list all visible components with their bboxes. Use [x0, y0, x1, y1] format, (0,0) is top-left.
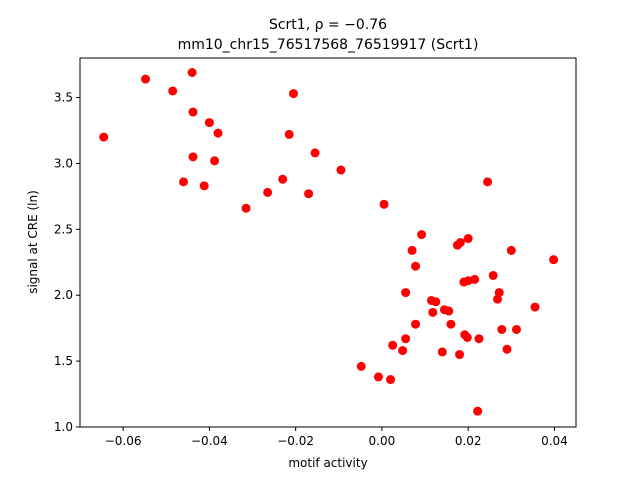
x-tick-label: −0.04	[191, 434, 228, 448]
x-axis-ticks: −0.06 −0.04 −0.02 0.00 0.02 0.04	[105, 427, 568, 448]
data-point-18	[336, 165, 346, 175]
plot-frame	[79, 57, 577, 428]
data-point-8	[204, 118, 214, 128]
data-point-29	[411, 319, 421, 329]
data-point-27	[407, 245, 417, 255]
data-point-26	[401, 288, 411, 298]
data-point-0	[99, 132, 109, 142]
data-point-1	[141, 74, 151, 84]
data-point-34	[437, 347, 447, 357]
data-point-52	[494, 288, 504, 298]
data-point-58	[549, 255, 559, 265]
data-point-6	[188, 152, 198, 162]
chart-title-line1: Scrt1, ρ = −0.76	[269, 17, 387, 33]
data-point-40	[455, 350, 465, 360]
data-point-43	[462, 332, 472, 342]
data-point-14	[284, 129, 294, 139]
data-point-3	[179, 177, 189, 187]
data-point-17	[310, 148, 320, 158]
data-point-53	[497, 324, 507, 334]
data-point-5	[188, 107, 198, 117]
data-point-36	[444, 306, 454, 316]
chart-title-line2: mm10_chr15_76517568_76519917 (Scrt1)	[178, 37, 479, 53]
y-tick-label: 3.0	[54, 156, 73, 170]
y-tick-label: 2.5	[54, 222, 73, 236]
data-point-12	[263, 187, 273, 197]
data-point-21	[379, 199, 389, 209]
y-tick-label: 1.5	[54, 354, 73, 368]
x-axis-label: motif activity	[288, 456, 367, 470]
data-point-23	[388, 340, 398, 350]
data-point-20	[373, 372, 383, 382]
data-point-47	[473, 406, 483, 416]
data-point-2	[168, 86, 178, 96]
data-point-39	[455, 238, 465, 247]
data-point-13	[278, 174, 288, 184]
data-point-48	[474, 334, 484, 344]
data-point-37	[446, 319, 456, 329]
data-point-56	[511, 324, 521, 334]
data-point-4	[187, 67, 197, 77]
data-point-57	[530, 302, 540, 312]
data-point-33	[431, 297, 441, 307]
data-point-28	[411, 261, 421, 271]
data-point-30	[417, 230, 427, 240]
data-point-19	[356, 361, 366, 371]
y-tick-label: 2.0	[54, 288, 73, 302]
y-axis-label: signal at CRE (ln)	[26, 190, 40, 294]
data-point-24	[398, 346, 408, 356]
y-tick-label: 1.0	[54, 420, 73, 434]
data-point-9	[210, 156, 220, 166]
x-tick-label: 0.00	[369, 434, 396, 448]
data-point-22	[386, 375, 396, 385]
data-point-16	[304, 189, 314, 199]
data-point-10	[213, 128, 223, 138]
data-point-49	[483, 177, 493, 187]
data-point-15	[288, 89, 298, 99]
data-point-50	[488, 270, 498, 280]
x-tick-label: 0.04	[541, 434, 568, 448]
data-point-7	[199, 181, 209, 191]
x-tick-label: −0.02	[277, 434, 314, 448]
data-point-25	[401, 334, 411, 344]
data-point-11	[241, 203, 251, 213]
data-point-54	[502, 344, 512, 354]
data-point-55	[506, 245, 516, 255]
data-point-45	[463, 234, 473, 244]
x-tick-label: 0.02	[455, 434, 482, 448]
data-points	[99, 67, 559, 416]
y-tick-label: 3.5	[54, 91, 73, 105]
x-tick-label: −0.06	[105, 434, 142, 448]
y-axis-ticks: 1.0 1.5 2.0 2.5 3.0 3.5	[54, 91, 80, 434]
data-point-46	[470, 274, 480, 284]
data-point-32	[428, 307, 438, 317]
